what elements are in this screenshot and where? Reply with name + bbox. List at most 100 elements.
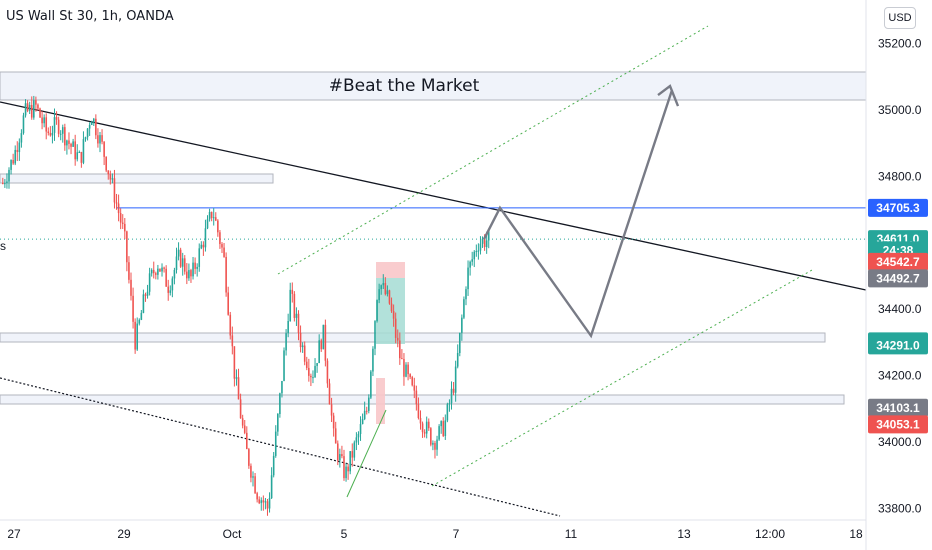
price-tag-text: 34053.1 bbox=[876, 417, 920, 431]
price-tag-text: 34492.7 bbox=[876, 271, 920, 285]
candle-body bbox=[283, 350, 285, 381]
resistance-zone bbox=[0, 71, 867, 101]
candle-body bbox=[146, 291, 149, 296]
candle-body bbox=[208, 211, 211, 220]
candle-body bbox=[256, 493, 258, 500]
price-tag bbox=[868, 252, 928, 271]
candle-body bbox=[318, 340, 320, 364]
price-tick-label: 34000.0 bbox=[878, 435, 922, 449]
candle-body bbox=[188, 270, 190, 279]
candle-body bbox=[303, 345, 306, 362]
candle-body bbox=[336, 443, 339, 461]
candle-body bbox=[231, 335, 234, 347]
candle-body bbox=[239, 399, 242, 419]
candle-body bbox=[167, 286, 170, 293]
candle-body bbox=[121, 222, 124, 224]
candle-body bbox=[206, 219, 209, 229]
candle-body bbox=[316, 363, 318, 366]
price-tag bbox=[868, 198, 928, 217]
candle-body bbox=[82, 139, 85, 163]
candle-body bbox=[55, 117, 58, 120]
projection-path bbox=[482, 89, 674, 339]
channel-upper bbox=[277, 25, 709, 275]
candle-body bbox=[136, 323, 139, 350]
candle-body bbox=[140, 312, 143, 320]
candle-body bbox=[150, 269, 153, 274]
candle-body bbox=[192, 262, 194, 277]
candle-body bbox=[4, 183, 6, 185]
banner-text: #Beat the Market bbox=[329, 76, 480, 96]
candle-body bbox=[64, 127, 66, 146]
candle-body bbox=[111, 178, 114, 180]
candle-body bbox=[349, 451, 351, 472]
zones-layer: #Beat the Market bbox=[0, 71, 867, 424]
candle-body bbox=[301, 345, 304, 348]
candle-body bbox=[250, 465, 252, 478]
candle-body bbox=[264, 501, 267, 503]
candle-body bbox=[376, 300, 378, 322]
candle-body bbox=[8, 169, 10, 182]
candle-body bbox=[115, 202, 118, 204]
candle-body bbox=[99, 135, 101, 144]
candle-body bbox=[43, 117, 45, 124]
candle-body bbox=[320, 340, 323, 350]
candle-body bbox=[144, 294, 147, 296]
candle-body bbox=[124, 223, 126, 232]
candle-body bbox=[417, 404, 420, 418]
candle-body bbox=[39, 108, 41, 118]
candle-body bbox=[351, 451, 354, 458]
candle-body bbox=[33, 100, 35, 118]
candle-body bbox=[438, 426, 440, 440]
candle-body bbox=[159, 268, 161, 272]
price-tick-label: 35200.0 bbox=[878, 37, 922, 51]
descending-trendline bbox=[0, 101, 867, 291]
time-axis: 27 29 Oct 5 7 11 13 12:00 18 bbox=[7, 527, 863, 541]
candle-body bbox=[235, 377, 238, 379]
candle-body bbox=[53, 117, 56, 133]
candle-body bbox=[427, 421, 430, 429]
candle-body bbox=[326, 360, 329, 384]
candle-body bbox=[92, 118, 95, 123]
candle-body bbox=[293, 293, 296, 318]
candle-body bbox=[132, 295, 134, 322]
candle-body bbox=[14, 149, 17, 164]
candle-body bbox=[223, 247, 225, 257]
candle-body bbox=[334, 428, 337, 444]
candle-body bbox=[436, 439, 438, 450]
time-tick-label: 12:00 bbox=[755, 527, 785, 541]
candle-body bbox=[119, 213, 122, 223]
candle-body bbox=[103, 141, 105, 157]
lower-trendline bbox=[0, 377, 561, 517]
candle-body bbox=[241, 418, 244, 426]
currency-selector[interactable]: USD bbox=[884, 7, 916, 29]
time-tick-label: 13 bbox=[677, 527, 691, 541]
candle-body bbox=[41, 117, 43, 124]
candle-body bbox=[76, 152, 79, 160]
time-tick-label: 18 bbox=[849, 527, 863, 541]
candle-body bbox=[248, 449, 250, 466]
candle-body bbox=[396, 337, 399, 341]
candle-body bbox=[380, 285, 383, 290]
candle-body bbox=[314, 365, 316, 378]
candles-layer bbox=[2, 95, 490, 516]
time-tick-label: 11 bbox=[565, 527, 578, 541]
time-tick-label: 27 bbox=[7, 527, 21, 541]
price-tick-label: 35000.0 bbox=[878, 103, 922, 117]
candle-body bbox=[2, 183, 4, 185]
candle-body bbox=[165, 268, 167, 287]
candle-body bbox=[254, 476, 256, 494]
candle-body bbox=[35, 100, 37, 105]
price-tick-label: 33800.0 bbox=[878, 501, 922, 515]
candle-body bbox=[450, 388, 453, 404]
candle-body bbox=[415, 390, 418, 405]
candle-body bbox=[353, 442, 356, 458]
price-tag-text: 34103.1 bbox=[876, 401, 920, 415]
candle-body bbox=[175, 256, 178, 270]
candle-body bbox=[88, 125, 91, 129]
candle-body bbox=[310, 375, 312, 378]
candle-body bbox=[266, 501, 269, 509]
candle-body bbox=[430, 428, 432, 445]
candle-body bbox=[442, 421, 445, 436]
